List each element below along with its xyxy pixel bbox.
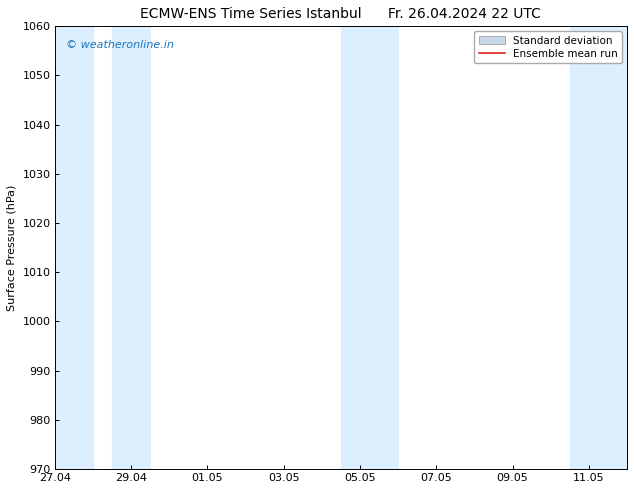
Text: © weatheronline.in: © weatheronline.in [66,40,174,49]
Legend: Standard deviation, Ensemble mean run: Standard deviation, Ensemble mean run [474,31,622,63]
Y-axis label: Surface Pressure (hPa): Surface Pressure (hPa) [7,184,17,311]
Bar [112,26,150,469]
Bar [55,26,93,469]
Bar [341,26,398,469]
Title: ECMW-ENS Time Series Istanbul      Fr. 26.04.2024 22 UTC: ECMW-ENS Time Series Istanbul Fr. 26.04.… [141,7,541,21]
Bar [570,26,627,469]
